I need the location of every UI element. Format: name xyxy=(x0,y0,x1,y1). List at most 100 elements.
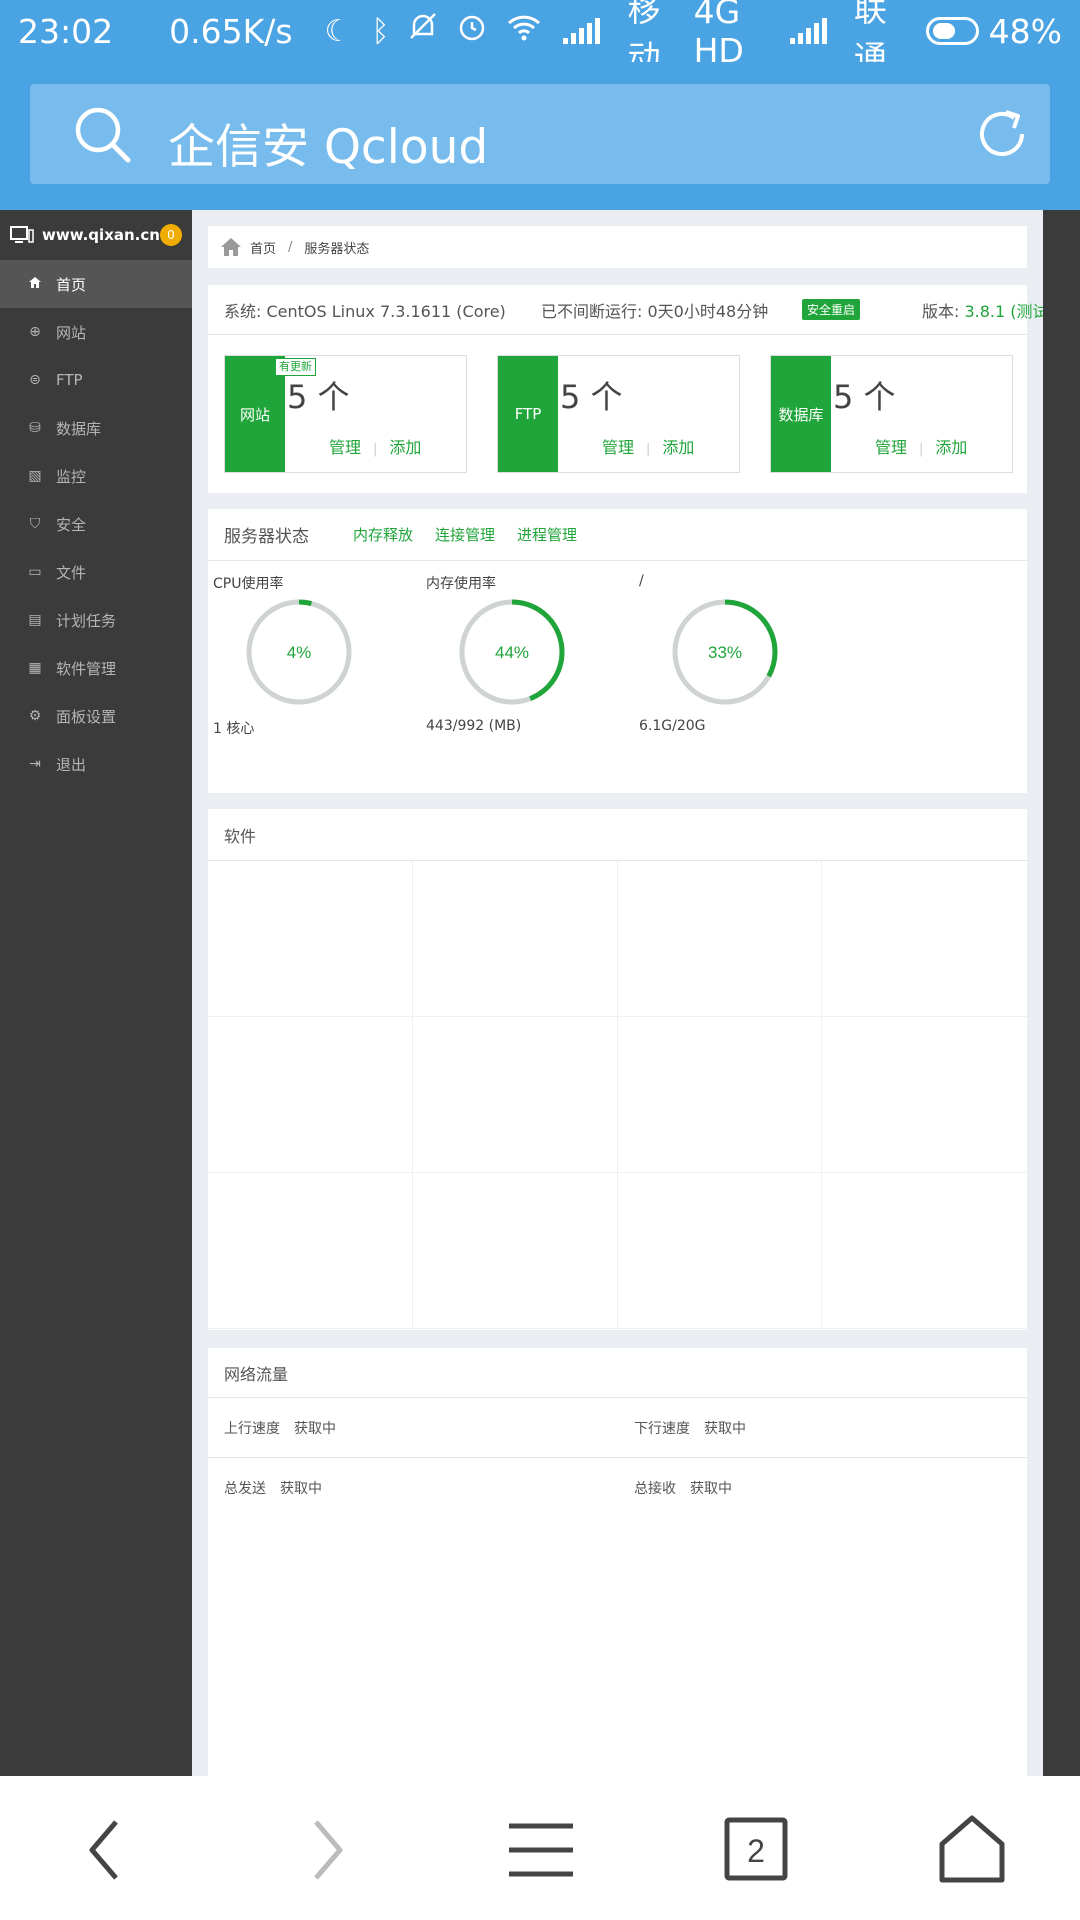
gauge-title: / xyxy=(639,573,644,589)
gauge-ring: 33% xyxy=(672,599,778,705)
sidebar-item-monitor[interactable]: ▧ 监控 xyxy=(0,452,192,500)
notification-badge[interactable]: 0 xyxy=(160,224,182,246)
reload-icon[interactable] xyxy=(974,106,1030,162)
version-label: 版本: xyxy=(922,301,965,321)
server-status-panel: 服务器状态 内存释放 连接管理 进程管理 CPU使用率 4% 1 核心 内存使用… xyxy=(208,509,1027,793)
link-separator: | xyxy=(373,442,378,457)
ftp-icon: ⊜ xyxy=(29,372,41,388)
os-info: 系统: CentOS Linux 7.3.1611 (Core) xyxy=(224,301,506,321)
manage-link[interactable]: 管理 xyxy=(875,438,908,457)
software-slot[interactable] xyxy=(822,1017,1027,1173)
stat-count: 5 个 xyxy=(287,378,350,416)
upload-speed-value: 获取中 xyxy=(294,1421,336,1437)
sidebar-header[interactable]: www.qixan.cn 0 xyxy=(0,210,192,260)
search-icon xyxy=(75,107,131,163)
breadcrumb: 首页 / 服务器状态 xyxy=(208,226,1027,268)
gauge-ring: 4% xyxy=(246,599,352,705)
software-slot[interactable] xyxy=(208,861,413,1017)
sidebar-item-ftp[interactable]: ⊜ FTP xyxy=(0,356,192,404)
stat-count: 5 个 xyxy=(560,378,623,416)
memory-release-link[interactable]: 内存释放 xyxy=(353,526,414,544)
sidebar-item-database[interactable]: ⛁ 数据库 xyxy=(0,404,192,452)
upload-speed-label: 上行速度 xyxy=(224,1421,280,1437)
back-icon[interactable] xyxy=(70,1814,142,1886)
sidebar-item-label: 网站 xyxy=(56,323,87,342)
sidebar-item-cron[interactable]: ▤ 计划任务 xyxy=(0,596,192,644)
add-link[interactable]: 添加 xyxy=(662,438,695,457)
software-slot[interactable] xyxy=(208,1017,413,1173)
main-content: 首页 / 服务器状态 系统: CentOS Linux 7.3.1611 (Co… xyxy=(192,210,1080,1776)
software-slot[interactable] xyxy=(208,1173,413,1329)
manage-link[interactable]: 管理 xyxy=(602,438,635,457)
home-icon xyxy=(26,276,44,293)
download-speed: 下行速度 获取中 xyxy=(634,1418,746,1438)
manage-link[interactable]: 管理 xyxy=(329,438,362,457)
gauge-value: 33% xyxy=(708,643,742,662)
software-slot[interactable] xyxy=(617,1017,823,1173)
safe-restart-button[interactable]: 安全重启 xyxy=(802,299,861,320)
bluetooth-icon: ᛒ xyxy=(371,13,390,49)
stat-actions: 管理 | 添加 xyxy=(875,434,967,458)
folder-icon: ▭ xyxy=(28,564,42,580)
sidebar-item-label: 首页 xyxy=(56,275,87,294)
gauge-title: 内存使用率 xyxy=(426,576,496,592)
total-sent-label: 总发送 xyxy=(224,1481,266,1497)
total-sent-value: 获取中 xyxy=(280,1481,322,1497)
breadcrumb-current: 服务器状态 xyxy=(304,241,370,257)
status-network: 4G HD xyxy=(693,0,744,70)
software-slot[interactable] xyxy=(412,1173,618,1329)
menu-icon[interactable] xyxy=(505,1814,577,1886)
upload-speed: 上行速度 获取中 xyxy=(224,1418,336,1438)
gauge-detail: 443/992 (MB) xyxy=(426,718,522,734)
sidebar-item-home[interactable]: 首页 xyxy=(0,260,192,308)
sidebar-item-label: 计划任务 xyxy=(56,611,117,630)
stat-count: 5 个 xyxy=(833,378,896,416)
home-icon[interactable] xyxy=(220,237,242,257)
gear-icon: ⚙ xyxy=(28,708,42,724)
home-icon[interactable] xyxy=(936,1814,1008,1886)
forward-icon[interactable] xyxy=(290,1814,362,1886)
signal-icon xyxy=(563,18,603,44)
sidebar-item-label: 退出 xyxy=(56,755,87,774)
sidebar-item-label: 文件 xyxy=(56,563,87,582)
gauge-memory[interactable]: 内存使用率 44% 443/992 (MB) xyxy=(421,573,621,734)
sidebar-item-security[interactable]: ⛉ 安全 xyxy=(0,500,192,548)
sidebar-item-logout[interactable]: ⇥ 退出 xyxy=(0,740,192,788)
tabs-icon[interactable]: 2 xyxy=(720,1814,792,1886)
gauge-value: 4% xyxy=(287,643,312,662)
sidebar-item-settings[interactable]: ⚙ 面板设置 xyxy=(0,692,192,740)
alarm-icon xyxy=(457,12,487,50)
update-badge[interactable]: 有更新 xyxy=(275,358,316,376)
software-slot[interactable] xyxy=(412,1017,618,1173)
battery-icon xyxy=(925,17,979,45)
software-slot[interactable] xyxy=(412,861,618,1017)
link-separator: | xyxy=(919,442,924,457)
software-slot[interactable] xyxy=(617,861,823,1017)
add-link[interactable]: 添加 xyxy=(935,438,968,457)
add-link[interactable]: 添加 xyxy=(389,438,422,457)
signal-icon xyxy=(789,18,830,44)
sidebar: www.qixan.cn 0 首页 ⊕ 网站 ⊜ FTP ⛁ 数据库 ▧ 监控 … xyxy=(0,210,192,1776)
shield-icon: ⛉ xyxy=(29,516,41,532)
address-bar[interactable]: 企信安 Qcloud xyxy=(30,84,1050,184)
total-received: 总接收 获取中 xyxy=(634,1478,732,1498)
calendar-icon: ▤ xyxy=(28,612,42,628)
gauge-disk[interactable]: / 33% 6.1G/20G xyxy=(634,573,834,734)
connection-manage-link[interactable]: 连接管理 xyxy=(435,526,496,544)
software-slot[interactable] xyxy=(617,1173,823,1329)
software-slot[interactable] xyxy=(822,861,1027,1017)
sidebar-item-website[interactable]: ⊕ 网站 xyxy=(0,308,192,356)
sidebar-item-label: 软件管理 xyxy=(56,659,117,678)
sidebar-item-files[interactable]: ▭ 文件 xyxy=(0,548,192,596)
process-manage-link[interactable]: 进程管理 xyxy=(517,526,578,544)
sidebar-item-software[interactable]: ▦ 软件管理 xyxy=(0,644,192,692)
network-speed-row: 上行速度 获取中 下行速度 获取中 xyxy=(208,1398,1027,1458)
download-speed-label: 下行速度 xyxy=(634,1421,690,1437)
status-bar: 23:02 0.65K/s ☾ ᛒ 移动 4G HD 联通 48% xyxy=(0,0,1080,77)
network-header: 网络流量 xyxy=(208,1348,1027,1398)
gauge-cpu[interactable]: CPU使用率 4% 1 核心 xyxy=(208,573,408,737)
bell-off-icon xyxy=(409,12,437,50)
software-slot[interactable] xyxy=(822,1173,1027,1329)
apps-icon: ▦ xyxy=(28,660,42,676)
breadcrumb-home[interactable]: 首页 xyxy=(250,241,277,257)
